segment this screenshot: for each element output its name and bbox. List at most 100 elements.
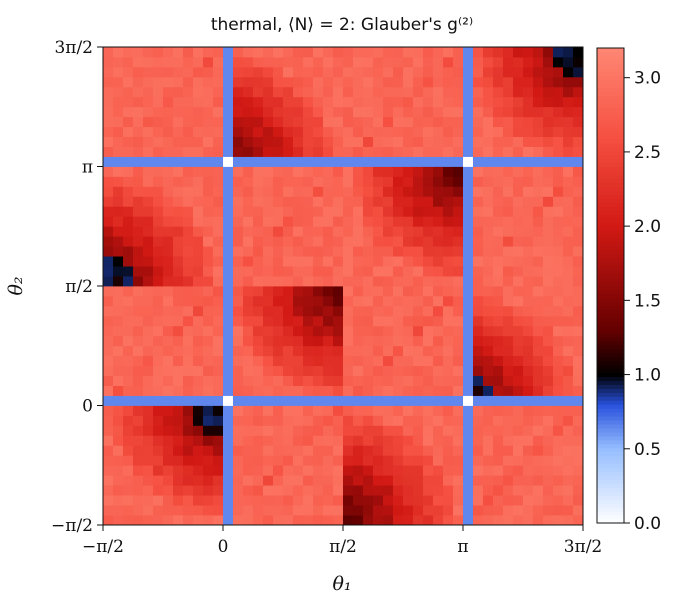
heatmap-cell — [493, 505, 504, 516]
heatmap-cell — [423, 385, 434, 396]
heatmap-cell — [153, 405, 164, 416]
heatmap-cell — [263, 295, 274, 307]
heatmap-cell — [223, 266, 234, 277]
heatmap-cell — [443, 365, 454, 377]
heatmap-cell — [363, 176, 374, 187]
heatmap-cell — [163, 256, 174, 267]
heatmap-cell — [433, 365, 444, 377]
heatmap-cell — [193, 176, 204, 187]
heatmap-cell — [283, 425, 294, 436]
heatmap-cell — [383, 246, 394, 257]
heatmap-cell — [483, 325, 494, 337]
heatmap-cell — [203, 146, 214, 157]
heatmap-cell — [423, 495, 434, 506]
heatmap-cell — [293, 236, 304, 247]
heatmap-cell — [303, 47, 314, 58]
heatmap-cell — [483, 475, 494, 486]
heatmap-cell — [213, 515, 224, 526]
heatmap-cell — [243, 276, 254, 287]
heatmap-cell — [523, 256, 534, 267]
heatmap-cell — [293, 146, 304, 157]
heatmap-cell — [513, 385, 524, 396]
heatmap-cell — [103, 335, 114, 347]
colorbar-segment — [597, 380, 624, 385]
heatmap-cell — [143, 415, 154, 426]
heatmap-cell — [553, 445, 564, 456]
heatmap-cell — [493, 345, 504, 357]
heatmap-cell — [373, 116, 384, 128]
heatmap-cell — [283, 266, 294, 277]
heatmap-cell — [253, 305, 264, 317]
heatmap-cell — [123, 365, 134, 377]
heatmap-cell — [203, 186, 214, 197]
heatmap-cell — [473, 375, 484, 386]
heatmap-cell — [383, 166, 394, 177]
heatmap-cell — [533, 196, 544, 207]
heatmap-cell — [543, 395, 554, 406]
colorbar-segment — [597, 392, 624, 397]
heatmap-cell — [463, 196, 474, 207]
heatmap-cell — [253, 186, 264, 197]
heatmap-cell — [343, 186, 354, 197]
heatmap-cell — [323, 226, 334, 237]
heatmap-cell — [223, 246, 234, 257]
heatmap-cell — [203, 355, 214, 367]
heatmap-cell — [313, 395, 324, 406]
heatmap-cell — [373, 335, 384, 347]
heatmap-cell — [403, 47, 414, 58]
heatmap-cell — [273, 425, 284, 436]
heatmap-cell — [163, 96, 174, 108]
heatmap-cell — [423, 505, 434, 516]
heatmap-cell — [303, 136, 314, 147]
heatmap-cell — [363, 345, 374, 357]
heatmap-cell — [193, 276, 204, 287]
heatmap-cell — [163, 47, 174, 58]
heatmap-cell — [503, 485, 514, 496]
heatmap-cell — [293, 76, 304, 88]
heatmap-cell — [513, 355, 524, 367]
heatmap-cell — [253, 385, 264, 396]
heatmap-cell — [393, 515, 404, 526]
heatmap-cell — [263, 206, 274, 217]
heatmap-cell — [473, 146, 484, 157]
heatmap-cell — [193, 246, 204, 257]
heatmap-cell — [423, 176, 434, 187]
heatmap-cell — [283, 505, 294, 516]
heatmap-cell — [403, 206, 414, 217]
heatmap-cell — [523, 415, 534, 426]
heatmap-cell — [413, 505, 424, 516]
heatmap-cell — [503, 375, 514, 386]
heatmap-cell — [173, 445, 184, 456]
heatmap-cell — [303, 405, 314, 416]
heatmap-cell — [243, 176, 254, 187]
colorbar-segment — [597, 376, 624, 381]
heatmap-cell — [143, 335, 154, 347]
heatmap-cell — [273, 455, 284, 466]
heatmap-cell — [153, 286, 164, 297]
heatmap-cell — [213, 415, 224, 426]
heatmap-cell — [203, 106, 214, 118]
heatmap-cell — [263, 505, 274, 516]
heatmap-cell — [263, 495, 274, 506]
heatmap-cell — [333, 305, 344, 317]
heatmap-cell — [533, 266, 544, 277]
heatmap-cell — [533, 47, 544, 58]
heatmap-cell — [273, 445, 284, 456]
heatmap-cell — [283, 116, 294, 128]
heatmap-cell — [273, 435, 284, 446]
heatmap-cell — [103, 276, 114, 287]
heatmap-cell — [283, 106, 294, 118]
heatmap-cell — [503, 166, 514, 177]
heatmap-cell — [443, 206, 454, 217]
heatmap-cell — [313, 146, 324, 157]
heatmap-cell — [483, 355, 494, 367]
heatmap-cell — [473, 455, 484, 466]
heatmap-cell — [323, 76, 334, 88]
heatmap-cell — [403, 295, 414, 307]
heatmap-cell — [573, 166, 584, 177]
heatmap-cell — [163, 445, 174, 456]
heatmap-cell — [453, 266, 464, 277]
heatmap-cell — [433, 186, 444, 197]
heatmap-cell — [123, 405, 134, 416]
heatmap-cell — [203, 96, 214, 108]
